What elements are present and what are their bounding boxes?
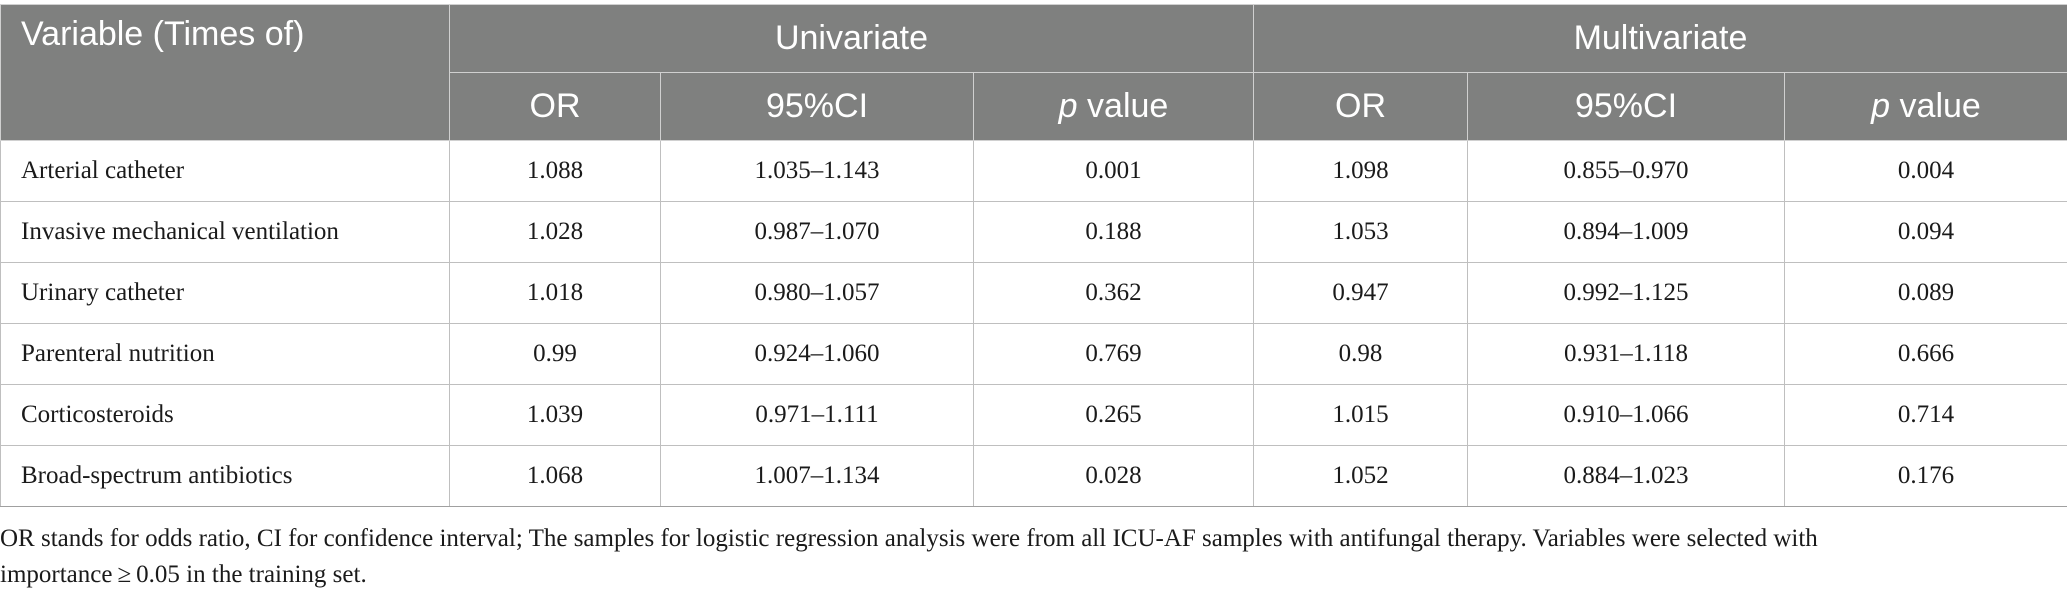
cell-multi-p: 0.714 (1784, 384, 2067, 446)
header-row-columns: OR 95%CI p value OR 95%CI p value (1, 72, 2067, 141)
cell-uni-p: 0.028 (973, 445, 1254, 507)
cell-variable: Corticosteroids (0, 384, 450, 446)
table-footnote: OR stands for odds ratio, CI for confide… (0, 521, 2040, 593)
cell-uni-ci: 0.924–1.060 (660, 323, 974, 385)
cell-uni-p: 0.001 (973, 140, 1254, 202)
value-word: value (1077, 87, 1169, 125)
cell-uni-or: 1.039 (449, 384, 661, 446)
cell-multi-ci: 0.910–1.066 (1467, 384, 1785, 446)
table-body: Arterial catheter 1.088 1.035–1.143 0.00… (0, 140, 2067, 507)
header-row-groups: Variable (Times of) Univariate Multivari… (0, 4, 2067, 141)
cell-uni-or: 1.088 (449, 140, 661, 202)
header-multi-ci: 95%CI (1467, 72, 1785, 141)
table-header: Variable (Times of) Univariate Multivari… (0, 4, 2067, 141)
cell-uni-ci: 1.035–1.143 (660, 140, 974, 202)
p-symbol: p (1871, 87, 1891, 125)
cell-multi-or: 0.98 (1253, 323, 1468, 385)
header-uni-p: p value (973, 72, 1254, 141)
cell-multi-or: 1.015 (1253, 384, 1468, 446)
header-univariate: Univariate (449, 4, 1254, 73)
header-uni-ci: 95%CI (660, 72, 974, 141)
table-row: Broad-spectrum antibiotics 1.068 1.007–1… (0, 445, 2067, 507)
footnote-line-2: importance ≥ 0.05 in the training set. (0, 561, 367, 588)
cell-multi-ci: 0.855–0.970 (1467, 140, 1785, 202)
cell-uni-ci: 1.007–1.134 (660, 445, 974, 507)
table-row: Arterial catheter 1.088 1.035–1.143 0.00… (0, 140, 2067, 202)
header-uni-or: OR (449, 72, 661, 141)
table-row: Invasive mechanical ventilation 1.028 0.… (0, 201, 2067, 263)
cell-multi-p: 0.094 (1784, 201, 2067, 263)
header-multi-or: OR (1253, 72, 1468, 141)
header-multivariate: Multivariate (1253, 4, 2067, 73)
cell-uni-p: 0.362 (973, 262, 1254, 324)
cell-multi-ci: 0.931–1.118 (1467, 323, 1785, 385)
table-row: Parenteral nutrition 0.99 0.924–1.060 0.… (0, 323, 2067, 385)
cell-multi-or: 0.947 (1253, 262, 1468, 324)
cell-multi-ci: 0.992–1.125 (1467, 262, 1785, 324)
results-table-container: Variable (Times of) Univariate Multivari… (0, 4, 2067, 507)
cell-variable: Invasive mechanical ventilation (0, 201, 450, 263)
p-symbol: p (1058, 87, 1078, 125)
cell-variable: Arterial catheter (0, 140, 450, 202)
cell-multi-p: 0.176 (1784, 445, 2067, 507)
cell-variable: Parenteral nutrition (0, 323, 450, 385)
cell-uni-ci: 0.980–1.057 (660, 262, 974, 324)
cell-multi-p: 0.089 (1784, 262, 2067, 324)
value-word: value (1890, 87, 1981, 125)
cell-variable: Broad-spectrum antibiotics (0, 445, 450, 507)
cell-multi-ci: 0.894–1.009 (1467, 201, 1785, 263)
footnote-line-1: OR stands for odds ratio, CI for confide… (0, 525, 1818, 552)
regression-table: Variable (Times of) Univariate Multivari… (0, 4, 2067, 507)
cell-multi-or: 1.098 (1253, 140, 1468, 202)
cell-multi-or: 1.052 (1253, 445, 1468, 507)
table-row: Corticosteroids 1.039 0.971–1.111 0.265 … (0, 384, 2067, 446)
cell-uni-ci: 0.971–1.111 (660, 384, 974, 446)
cell-uni-p: 0.265 (973, 384, 1254, 446)
cell-uni-or: 1.068 (449, 445, 661, 507)
header-variable: Variable (Times of) (0, 4, 450, 141)
cell-uni-p: 0.769 (973, 323, 1254, 385)
table-row: Urinary catheter 1.018 0.980–1.057 0.362… (0, 262, 2067, 324)
cell-multi-ci: 0.884–1.023 (1467, 445, 1785, 507)
cell-uni-or: 1.018 (449, 262, 661, 324)
cell-multi-or: 1.053 (1253, 201, 1468, 263)
cell-uni-or: 0.99 (449, 323, 661, 385)
cell-multi-p: 0.666 (1784, 323, 2067, 385)
cell-variable: Urinary catheter (0, 262, 450, 324)
cell-uni-p: 0.188 (973, 201, 1254, 263)
cell-multi-p: 0.004 (1784, 140, 2067, 202)
header-multi-p: p value (1784, 72, 2067, 141)
cell-uni-or: 1.028 (449, 201, 661, 263)
cell-uni-ci: 0.987–1.070 (660, 201, 974, 263)
